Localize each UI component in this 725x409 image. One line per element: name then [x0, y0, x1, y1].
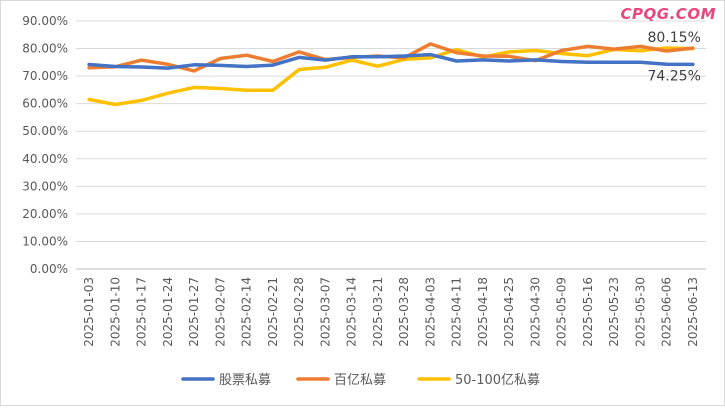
y-tick-label: 50.00%: [22, 124, 68, 138]
y-tick-label: 80.00%: [22, 42, 68, 56]
series-line-2: [87, 46, 695, 107]
x-tick-label: 2025-04-30: [528, 277, 542, 347]
x-tick-label: 2025-02-07: [213, 277, 227, 347]
x-tick-label: 2025-04-11: [450, 277, 464, 347]
series-lines: [87, 42, 695, 107]
y-tick-label: 40.00%: [22, 152, 68, 166]
x-tick-label: 2025-04-18: [476, 277, 490, 347]
y-axis-tick-labels: 0.00% 10.00% 20.00% 30.00% 40.00% 50.00% 60.00…: [22, 14, 68, 276]
x-tick-label: 2025-01-17: [135, 277, 149, 347]
x-tick-label: 2025-01-03: [82, 277, 96, 347]
data-labels: 80.15% 74.25%: [647, 30, 700, 84]
x-tick-label: 2025-05-09: [555, 277, 569, 347]
watermark: CPQG.COM: [620, 5, 716, 23]
x-tick-label: 2025-06-13: [686, 277, 700, 347]
x-tick-label: 2025-05-16: [581, 277, 595, 347]
x-tick-label: 2025-01-24: [161, 277, 175, 347]
x-tick-label: 2025-05-23: [607, 277, 621, 347]
y-tick-label: 10.00%: [22, 234, 68, 248]
legend-label-2: 50-100亿私募: [455, 373, 540, 388]
y-tick-label: 0.00%: [30, 262, 68, 276]
x-axis-tick-labels: 2025-01-03 2025-01-10 2025-01-17 2025-01-24…: [82, 277, 700, 347]
legend: 股票私募 百亿私募 50-100亿私募: [181, 373, 540, 388]
x-tick-label: 2025-02-21: [266, 277, 280, 347]
x-tick-label: 2025-02-28: [292, 277, 306, 347]
x-tick-label: 2025-04-03: [423, 277, 437, 347]
x-tick-label: 2025-02-14: [240, 277, 254, 347]
y-tick-label: 20.00%: [22, 207, 68, 221]
y-tick-label: 70.00%: [22, 69, 68, 83]
x-tick-label: 2025-01-10: [108, 277, 122, 347]
x-tick-label: 2025-03-07: [318, 277, 332, 347]
y-tick-label: 60.00%: [22, 97, 68, 111]
x-tick-label: 2025-03-21: [371, 277, 385, 347]
y-tick-label: 90.00%: [22, 14, 68, 28]
x-tick-label: 2025-06-06: [660, 277, 674, 347]
legend-label-0: 股票私募: [219, 373, 271, 388]
x-tick-label: 2025-01-27: [187, 277, 201, 347]
data-label-baiyi-last: 80.15%: [647, 30, 700, 46]
series-line-0: [87, 52, 695, 70]
x-tick-label: 2025-04-25: [502, 277, 516, 347]
x-tick-label: 2025-03-28: [397, 277, 411, 347]
y-tick-label: 30.00%: [22, 179, 68, 193]
gridlines: [76, 20, 706, 270]
data-label-stock-last: 74.25%: [647, 68, 700, 84]
x-tick-label: 2025-03-14: [345, 277, 359, 347]
x-tick-label: 2025-05-30: [633, 277, 647, 347]
legend-label-1: 百亿私募: [334, 373, 386, 388]
